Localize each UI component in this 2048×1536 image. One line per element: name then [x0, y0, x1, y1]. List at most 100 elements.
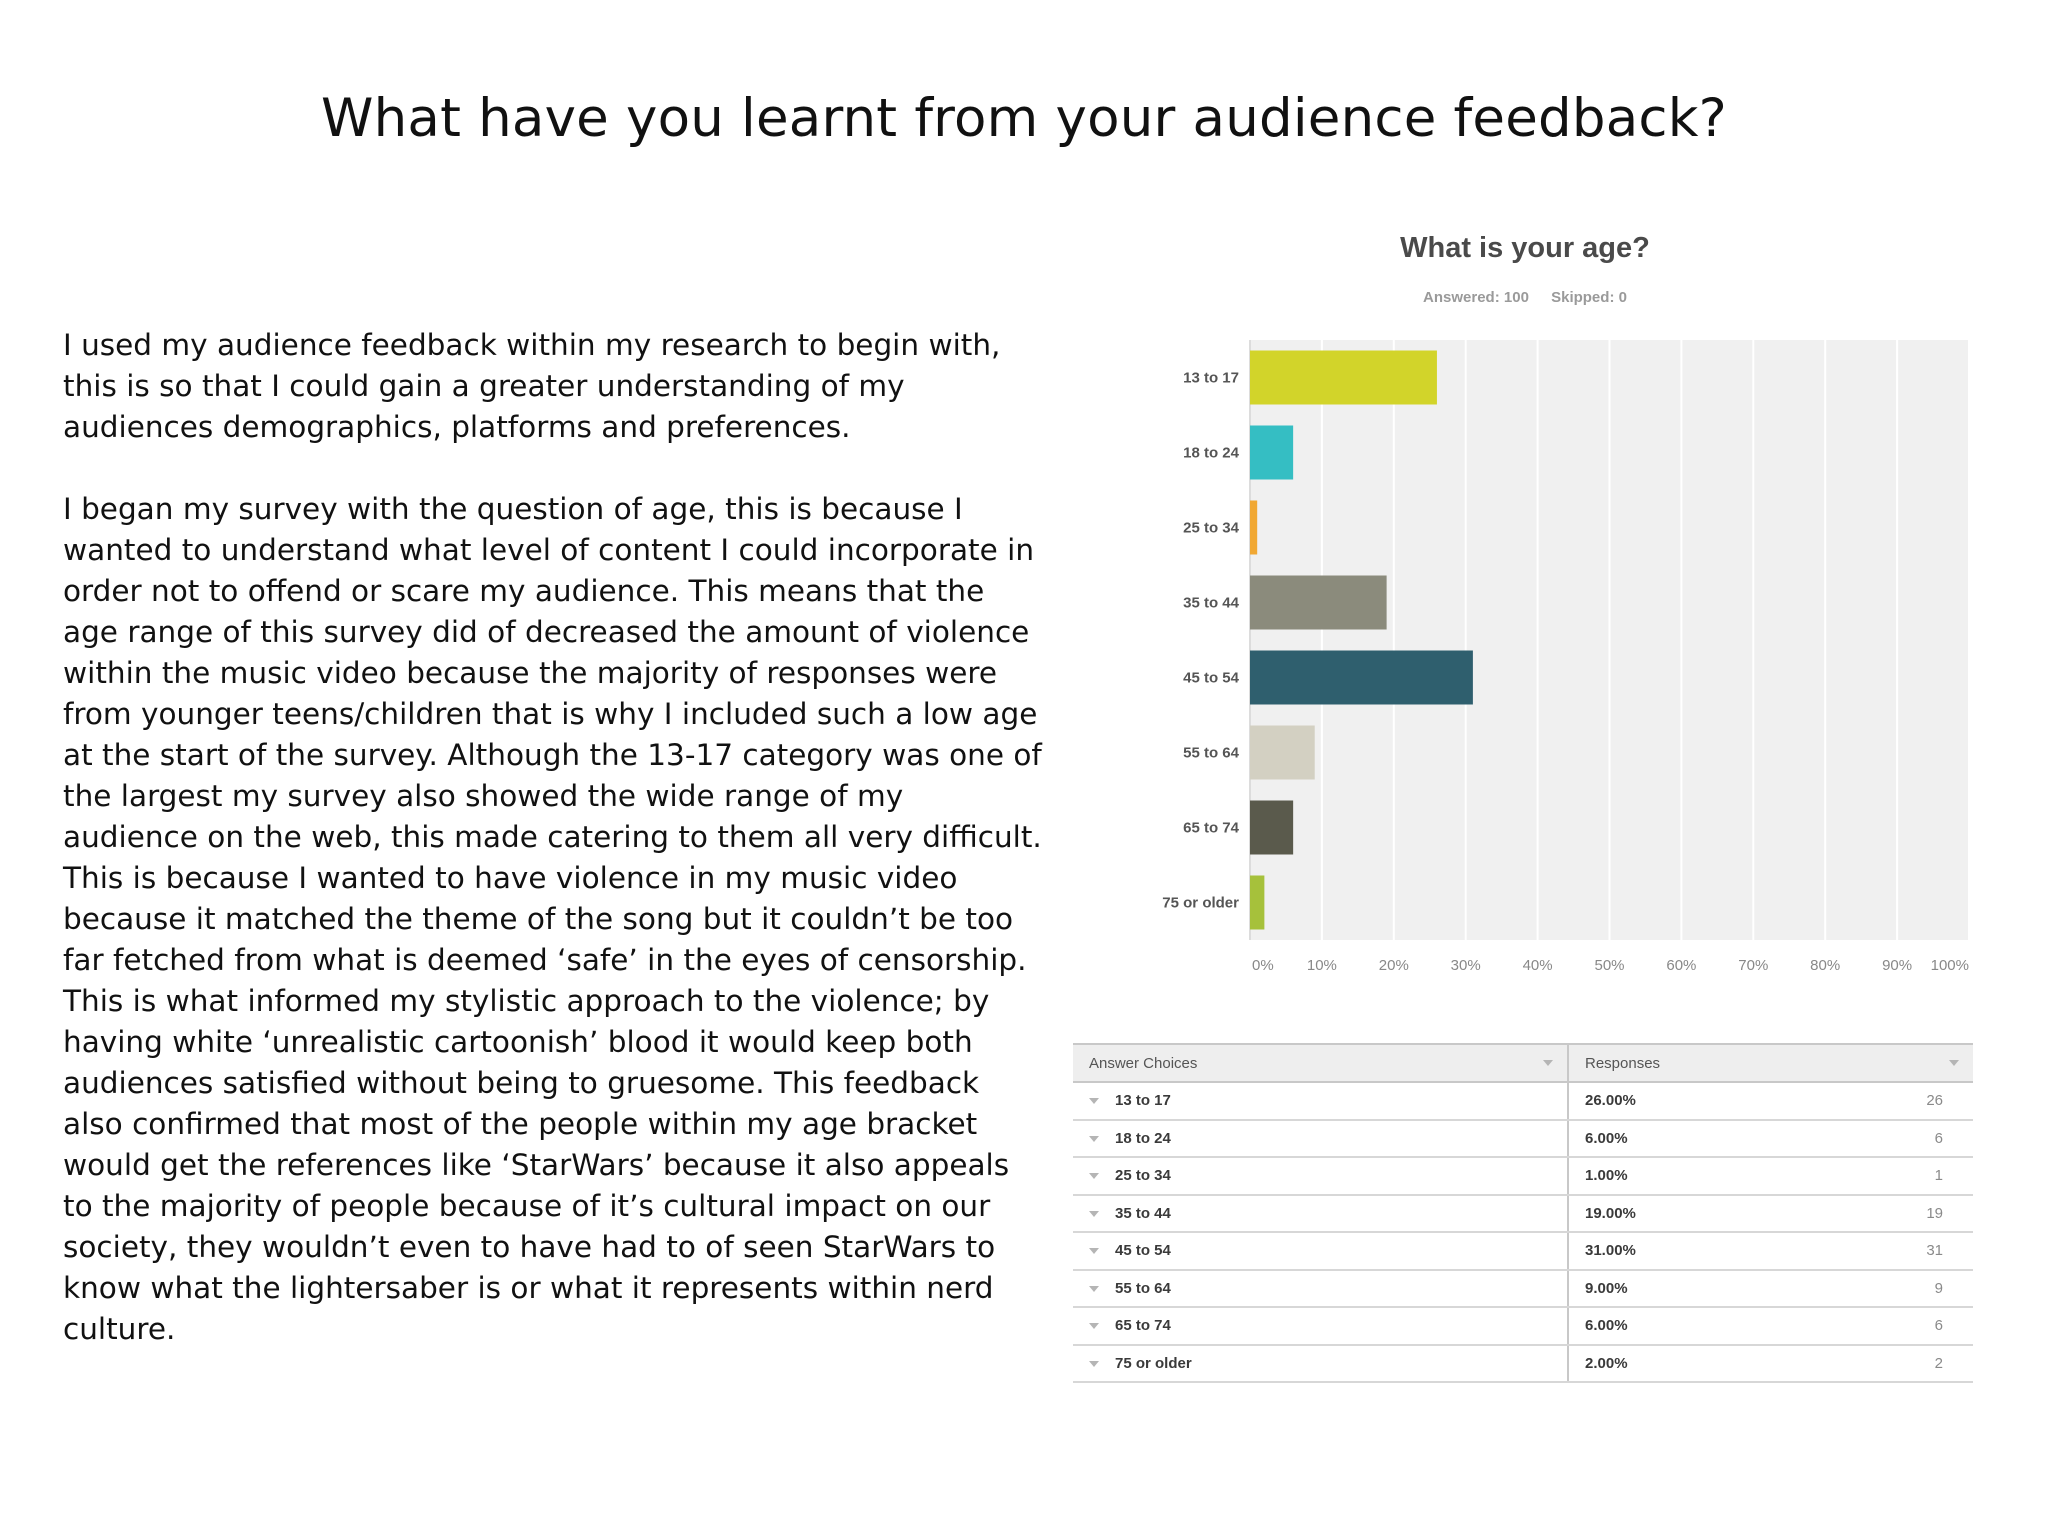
answer-choice-label: 18 to 24: [1115, 1129, 1171, 1147]
expand-caret-icon[interactable]: [1089, 1210, 1099, 1217]
answer-choice-cell[interactable]: 55 to 64: [1073, 1269, 1569, 1308]
response-cell: 19.00% 19: [1568, 1194, 1973, 1233]
bar-45-to-54: [1250, 650, 1473, 705]
body-paragraph: I began my survey with the question of a…: [63, 492, 1042, 1346]
answer-choice-cell[interactable]: 25 to 34: [1073, 1157, 1569, 1196]
bar-13-to-17: [1250, 350, 1437, 405]
bar-25-to-34: [1250, 500, 1258, 555]
response-percent: 26.00%: [1585, 1092, 1636, 1110]
answer-choice-cell[interactable]: 75 or older: [1073, 1344, 1569, 1383]
table-row: 25 to 34 1.00% 1: [1073, 1157, 1973, 1196]
category-label: 13 to 17: [1183, 370, 1239, 387]
responses-header[interactable]: Responses: [1568, 1043, 1973, 1083]
expand-caret-icon[interactable]: [1089, 1098, 1099, 1105]
answer-choice-label: 45 to 54: [1115, 1242, 1171, 1260]
response-cell: 1.00% 1: [1568, 1157, 1973, 1196]
x-tick-label: 80%: [1810, 957, 1840, 974]
answer-choices-header-label: Answer Choices: [1089, 1054, 1198, 1072]
answer-choice-cell[interactable]: 45 to 54: [1073, 1232, 1569, 1271]
answer-choice-label: 35 to 44: [1115, 1204, 1171, 1222]
answer-choice-label: 13 to 17: [1115, 1092, 1171, 1110]
x-tick-label: 90%: [1882, 957, 1912, 974]
category-label: 55 to 64: [1183, 745, 1240, 762]
response-percent: 2.00%: [1585, 1354, 1628, 1372]
response-percent: 6.00%: [1585, 1317, 1628, 1335]
response-count: 1: [1934, 1167, 1943, 1185]
category-label: 18 to 24: [1183, 445, 1240, 462]
x-tick-label: 30%: [1451, 957, 1481, 974]
chart-stats: Answered: 100 Skipped: 0: [1240, 289, 1810, 306]
x-tick-label: 60%: [1666, 957, 1696, 974]
answer-choice-cell[interactable]: 18 to 24: [1073, 1119, 1569, 1158]
bar-18-to-24: [1250, 425, 1294, 480]
response-cell: 31.00% 31: [1568, 1232, 1973, 1271]
x-tick-label: 0%: [1252, 957, 1274, 974]
x-tick-label: 10%: [1307, 957, 1337, 974]
table-row: 55 to 64 9.00% 9: [1073, 1269, 1973, 1308]
category-label: 35 to 44: [1183, 595, 1240, 612]
category-label: 45 to 54: [1183, 670, 1240, 687]
bar-75-or-older: [1250, 875, 1265, 930]
table-row: 35 to 44 19.00% 19: [1073, 1194, 1973, 1233]
answered-count: Answered: 100: [1423, 289, 1529, 306]
body-paragraph: I used my audience feedback within my re…: [63, 328, 1001, 444]
response-percent: 6.00%: [1585, 1129, 1628, 1147]
skipped-count: Skipped: 0: [1551, 289, 1627, 306]
response-count: 6: [1934, 1317, 1943, 1335]
table-row: 75 or older 2.00% 2: [1073, 1344, 1973, 1383]
x-tick-label: 20%: [1379, 957, 1409, 974]
expand-caret-icon[interactable]: [1089, 1323, 1099, 1330]
response-cell: 26.00% 26: [1568, 1082, 1973, 1121]
x-tick-label: 100%: [1931, 957, 1969, 974]
x-tick-label: 40%: [1523, 957, 1553, 974]
sort-caret-icon[interactable]: [1949, 1060, 1959, 1066]
response-cell: 6.00% 6: [1568, 1307, 1973, 1346]
expand-caret-icon[interactable]: [1089, 1360, 1099, 1367]
chart-title: What is your age?: [1400, 232, 1650, 264]
expand-caret-icon[interactable]: [1089, 1173, 1099, 1180]
answer-choice-cell[interactable]: 35 to 44: [1073, 1194, 1569, 1233]
response-percent: 9.00%: [1585, 1279, 1628, 1297]
answer-choice-label: 25 to 34: [1115, 1167, 1171, 1185]
response-percent: 1.00%: [1585, 1167, 1628, 1185]
response-count: 26: [1926, 1092, 1943, 1110]
bar-65-to-74: [1250, 800, 1294, 855]
bar-55-to-64: [1250, 725, 1315, 780]
response-count: 31: [1926, 1242, 1943, 1260]
answer-choice-label: 55 to 64: [1115, 1279, 1171, 1297]
table-row: 45 to 54 31.00% 31: [1073, 1232, 1973, 1271]
answer-choice-label: 65 to 74: [1115, 1317, 1171, 1335]
response-count: 19: [1926, 1204, 1943, 1222]
expand-caret-icon[interactable]: [1089, 1285, 1099, 1292]
answer-choice-cell[interactable]: 13 to 17: [1073, 1082, 1569, 1121]
table-row: 18 to 24 6.00% 6: [1073, 1119, 1973, 1158]
response-percent: 31.00%: [1585, 1242, 1636, 1260]
category-label: 25 to 34: [1183, 520, 1240, 537]
response-cell: 2.00% 2: [1568, 1344, 1973, 1383]
answer-choice-label: 75 or older: [1115, 1354, 1192, 1372]
category-label: 75 or older: [1162, 895, 1239, 912]
response-percent: 19.00%: [1585, 1204, 1636, 1222]
category-label: 65 to 74: [1183, 820, 1240, 837]
expand-caret-icon[interactable]: [1089, 1135, 1099, 1142]
x-tick-label: 50%: [1594, 957, 1624, 974]
x-tick-label: 70%: [1738, 957, 1768, 974]
bar-35-to-44: [1250, 575, 1387, 630]
sort-caret-icon[interactable]: [1543, 1060, 1553, 1066]
answers-table: Answer Choices Responses 13 to 17 26.00% 2…: [1073, 1043, 1973, 1383]
response-cell: 6.00% 6: [1568, 1119, 1973, 1158]
table-header-row: Answer Choices Responses: [1073, 1043, 1973, 1083]
slide-title: What have you learnt from your audience …: [321, 88, 1727, 149]
table-row: 13 to 17 26.00% 26: [1073, 1082, 1973, 1121]
response-count: 9: [1934, 1279, 1943, 1297]
response-cell: 9.00% 9: [1568, 1269, 1973, 1308]
response-count: 2: [1934, 1354, 1943, 1372]
body-text: I used my audience feedback within my re…: [63, 325, 1043, 1391]
expand-caret-icon[interactable]: [1089, 1248, 1099, 1255]
responses-header-label: Responses: [1585, 1054, 1661, 1072]
answer-choices-header[interactable]: Answer Choices: [1073, 1043, 1569, 1083]
response-count: 6: [1934, 1129, 1943, 1147]
answer-choice-cell[interactable]: 65 to 74: [1073, 1307, 1569, 1346]
age-bar-chart: 13 to 17 18 to 24 25 to 34 35 to 44 45 to 54…: [1162, 340, 1970, 974]
table-row: 65 to 74 6.00% 6: [1073, 1307, 1973, 1346]
